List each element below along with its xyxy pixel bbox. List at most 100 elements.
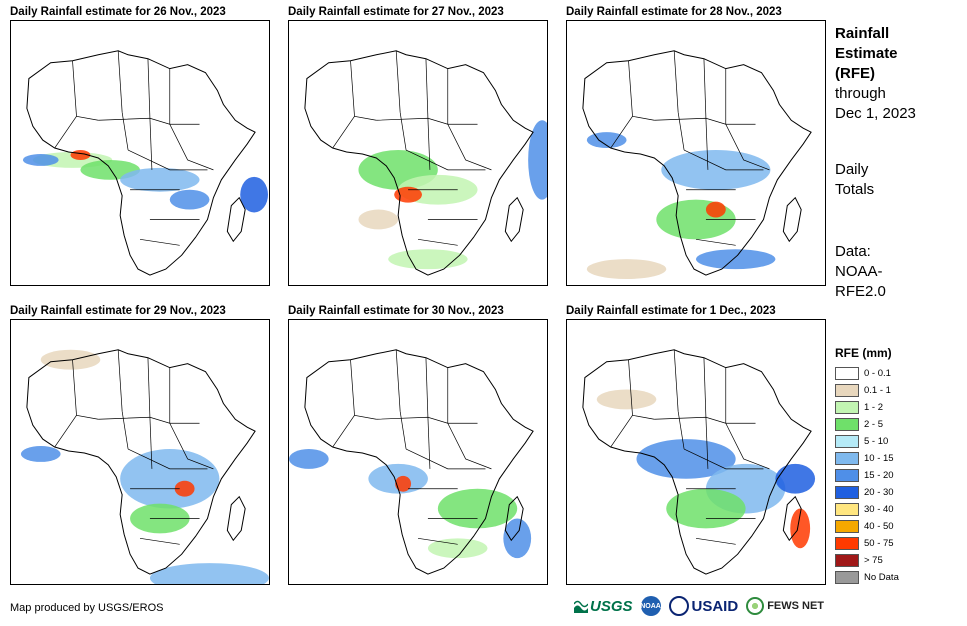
legend-item: 40 - 50 bbox=[835, 518, 899, 535]
rainfall-area bbox=[240, 176, 269, 213]
coastline bbox=[226, 495, 246, 542]
source-line: RFE2.0 bbox=[835, 283, 886, 300]
panel-title: Daily Rainfall estimate for 29 Nov., 202… bbox=[10, 305, 226, 317]
map-drawing bbox=[289, 349, 534, 575]
product-title: Rainfall Estimate (RFE) bbox=[835, 24, 898, 84]
legend-item: 0.1 - 1 bbox=[835, 382, 899, 399]
country-border bbox=[447, 423, 492, 470]
coastline bbox=[26, 349, 256, 575]
country-border bbox=[405, 448, 486, 470]
panel-title: Daily Rainfall estimate for 1 Dec., 2023 bbox=[566, 305, 776, 317]
rainfall-area bbox=[22, 153, 59, 166]
country-border bbox=[139, 238, 180, 246]
legend-label: 0.1 - 1 bbox=[864, 385, 891, 396]
source-line: Data: bbox=[835, 243, 871, 260]
rainfall-area bbox=[394, 186, 422, 203]
legend: RFE (mm) 0 - 0.1 0.1 - 1 1 - 2 2 - 5 5 - 10 1… bbox=[835, 346, 899, 586]
rainfall-area bbox=[705, 201, 726, 218]
legend-label: > 75 bbox=[864, 555, 883, 566]
legend-swatch bbox=[835, 452, 859, 465]
legend-item: 15 - 20 bbox=[835, 467, 899, 484]
legend-label: 0 - 0.1 bbox=[864, 368, 891, 379]
legend-swatch bbox=[835, 401, 859, 414]
legend-label: 50 - 75 bbox=[864, 538, 894, 549]
logo-bar: USGS NOAA USAID FEWS NET bbox=[574, 596, 824, 616]
country-border bbox=[447, 124, 492, 171]
map-drawing bbox=[582, 50, 812, 280]
rainfall-area bbox=[661, 150, 771, 190]
credit-text: Map produced by USGS/EROS bbox=[10, 602, 164, 614]
country-border bbox=[399, 411, 407, 450]
rainfall-area bbox=[358, 209, 399, 230]
country-border bbox=[117, 349, 123, 412]
country-border bbox=[628, 359, 655, 420]
country-border bbox=[703, 357, 707, 418]
usgs-wave-icon bbox=[574, 600, 588, 613]
country-border bbox=[677, 112, 685, 151]
country-border bbox=[610, 116, 633, 149]
rainfall-area bbox=[596, 389, 657, 410]
coastline bbox=[782, 495, 802, 542]
legend-item: 0 - 0.1 bbox=[835, 365, 899, 382]
country-border bbox=[395, 349, 401, 412]
country-border bbox=[127, 149, 208, 171]
rainfall-area bbox=[289, 449, 329, 469]
legend-label: 1 - 2 bbox=[864, 402, 884, 413]
legend-label: 40 - 50 bbox=[864, 521, 894, 532]
country-border bbox=[169, 124, 214, 171]
rainfall-area bbox=[437, 488, 518, 529]
country-border bbox=[147, 357, 151, 418]
country-border bbox=[54, 415, 77, 448]
country-border bbox=[628, 60, 655, 121]
legend-label: 5 - 10 bbox=[864, 436, 889, 447]
country-border bbox=[121, 411, 129, 450]
country-border bbox=[703, 58, 707, 119]
title-line: Estimate bbox=[835, 45, 898, 62]
date-range: through Dec 1, 2023 bbox=[835, 84, 916, 124]
map-panel-1-dec: Daily Rainfall estimate for 1 Dec., 2023 bbox=[566, 303, 828, 585]
legend-swatch bbox=[835, 435, 859, 448]
coastline bbox=[582, 50, 812, 276]
country-border bbox=[121, 112, 129, 151]
legend-swatch bbox=[835, 486, 859, 499]
country-border bbox=[405, 149, 486, 171]
country-border bbox=[695, 537, 736, 545]
rainfall-area bbox=[120, 167, 200, 192]
legend-swatch bbox=[835, 520, 859, 533]
country-border bbox=[54, 116, 77, 149]
map-drawing bbox=[582, 349, 816, 575]
country-border bbox=[654, 117, 756, 125]
coastline bbox=[304, 349, 534, 575]
country-border bbox=[332, 415, 355, 448]
legend-swatch bbox=[835, 554, 859, 567]
totals-label: Daily Totals bbox=[835, 160, 874, 200]
map-panel-30-nov: Daily Rainfall estimate for 30 Nov., 202… bbox=[288, 303, 550, 585]
legend-label: 15 - 20 bbox=[864, 470, 894, 481]
rainfall-area bbox=[149, 563, 269, 584]
legend-item: 10 - 15 bbox=[835, 450, 899, 467]
source-line: NOAA- bbox=[835, 263, 883, 280]
country-border bbox=[725, 423, 770, 470]
legend-label: 20 - 30 bbox=[864, 487, 894, 498]
panel-title: Daily Rainfall estimate for 26 Nov., 202… bbox=[10, 6, 226, 18]
legend-title: RFE (mm) bbox=[835, 346, 892, 360]
coastline bbox=[226, 196, 246, 243]
country-border bbox=[427, 417, 431, 469]
country-border bbox=[673, 349, 679, 412]
legend-label: 10 - 15 bbox=[864, 453, 894, 464]
map-panel-29-nov: Daily Rainfall estimate for 29 Nov., 202… bbox=[10, 303, 272, 585]
country-border bbox=[72, 359, 99, 420]
legend-label: 2 - 5 bbox=[864, 419, 884, 430]
data-source: Data: NOAA- RFE2.0 bbox=[835, 242, 886, 302]
country-border bbox=[376, 416, 478, 424]
panel-title: Daily Rainfall estimate for 30 Nov., 202… bbox=[288, 305, 504, 317]
legend-swatch bbox=[835, 469, 859, 482]
rainfall-area bbox=[395, 475, 412, 492]
country-border bbox=[417, 537, 458, 545]
usaid-seal-icon bbox=[668, 596, 689, 616]
usgs-logo-text: USGS bbox=[590, 597, 633, 615]
country-border bbox=[725, 124, 770, 171]
map-panel-27-nov: Daily Rainfall estimate for 27 Nov., 202… bbox=[288, 4, 550, 286]
country-border bbox=[610, 415, 633, 448]
country-border bbox=[677, 411, 685, 450]
